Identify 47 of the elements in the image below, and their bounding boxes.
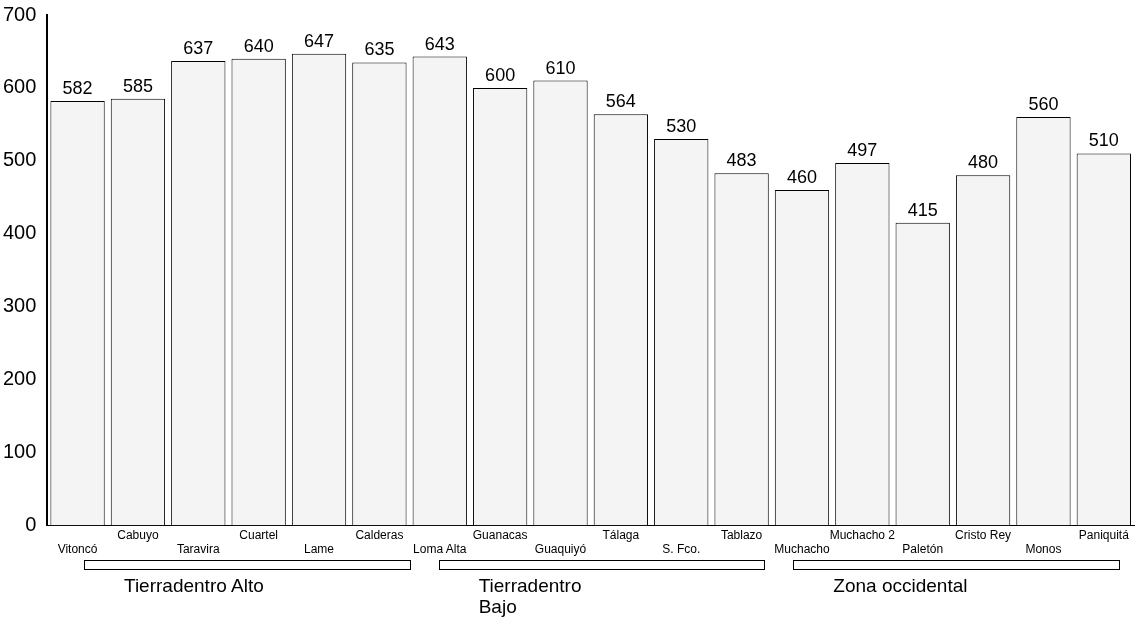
x-tick-label: Taravira — [176, 542, 220, 557]
data-label: 510 — [1088, 130, 1119, 151]
x-tick-label: Tablazo — [720, 527, 763, 542]
y-tick-label: 700 — [2, 2, 37, 25]
data-label: 497 — [847, 139, 878, 160]
x-tick-label: Guaquiyó — [534, 542, 587, 557]
data-label: 610 — [545, 57, 576, 78]
x-tick-label: Paletón — [902, 542, 944, 557]
data-label: 637 — [183, 37, 214, 58]
data-label: 585 — [122, 75, 153, 96]
x-tick-label: Lame — [304, 542, 335, 557]
data-label: 460 — [786, 166, 817, 187]
text: Tierradentro Alto — [124, 575, 264, 597]
data-label: 415 — [907, 199, 938, 220]
x-tick-label: Loma Alta — [413, 542, 467, 557]
y-tick-label: 400 — [2, 221, 37, 244]
x-tick-label: Monos — [1025, 542, 1062, 557]
data-label: 483 — [726, 150, 757, 171]
y-tick-label: 0 — [25, 512, 37, 535]
text: Tierradentro Bajo — [478, 575, 583, 618]
y-tick-label: 600 — [2, 75, 37, 98]
y-tick-label: 300 — [2, 294, 37, 317]
data-label: 640 — [243, 35, 274, 56]
y-tick-label: 200 — [2, 366, 37, 389]
x-tick-label: Vitoncó — [57, 542, 98, 557]
data-label: 643 — [424, 33, 455, 54]
data-label: 582 — [62, 77, 93, 98]
x-tick-label: Cuartel — [239, 527, 278, 542]
x-tick-label: Cabuyo — [117, 527, 159, 542]
data-label: 480 — [968, 152, 999, 173]
data-label: 564 — [605, 91, 636, 112]
x-tick-label: Guanacas — [472, 527, 528, 542]
x-tick-label: Paniquitá — [1078, 527, 1130, 542]
x-tick-label: Muchacho — [774, 542, 830, 557]
x-tick-label: S. Fco. — [662, 542, 701, 557]
y-tick-label: 500 — [2, 148, 37, 171]
data-label: 560 — [1028, 94, 1059, 115]
y-tick-label: 100 — [2, 439, 37, 462]
x-tick-label: Tálaga — [602, 527, 640, 542]
x-tick-label: Muchacho 2 — [829, 527, 896, 542]
data-label: 600 — [485, 64, 516, 85]
text: Zona occidental — [833, 575, 969, 597]
data-label: 530 — [666, 115, 697, 136]
data-label: 647 — [304, 30, 335, 51]
x-tick-label: Cristo Rey — [955, 527, 1012, 542]
data-label: 635 — [364, 39, 395, 60]
x-tick-label: Calderas — [355, 527, 404, 542]
